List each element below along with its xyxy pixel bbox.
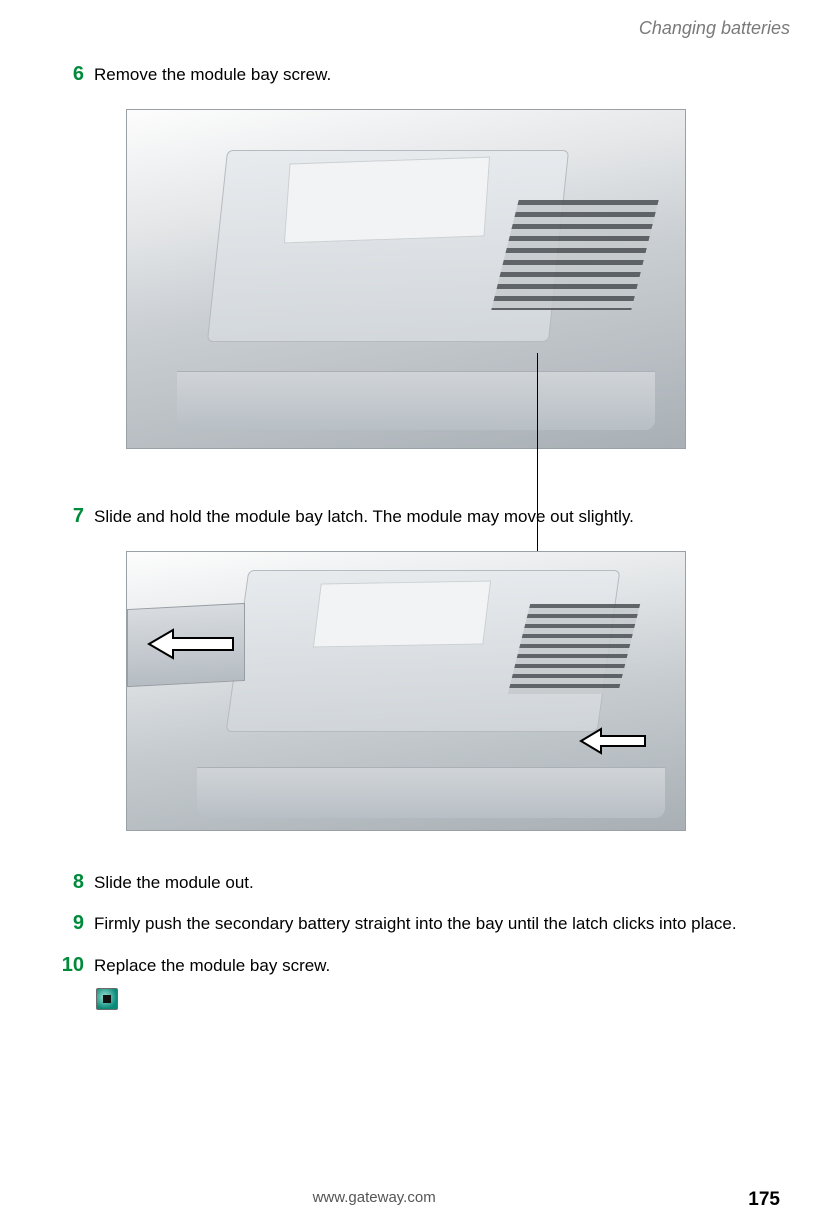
step-9-text: Firmly push the secondary battery straig…: [94, 912, 737, 936]
header-section-title: Changing batteries: [0, 0, 820, 39]
laptop-vent: [491, 200, 658, 310]
arrow-left-icon: [147, 626, 237, 662]
step-6-number: 6: [56, 63, 84, 86]
laptop-label-sticker: [284, 156, 490, 243]
footer-url: www.gateway.com: [0, 1189, 748, 1211]
step-8-number: 8: [56, 871, 84, 894]
arrow-right-icon: [579, 726, 649, 756]
step-7-text: Slide and hold the module bay latch. The…: [94, 505, 634, 529]
laptop-vent-2: [508, 604, 640, 694]
step-10: 10 Replace the module bay screw.: [56, 954, 780, 978]
footer-page-number: 175: [748, 1189, 780, 1211]
figure-1: Screw: [126, 109, 780, 449]
step-9-number: 9: [56, 912, 84, 935]
figure-2-image: [126, 551, 686, 831]
audio-port-green: [527, 408, 535, 416]
audio-port-orange-2: [557, 798, 565, 806]
figure-1-image: [126, 109, 686, 449]
step-6: 6 Remove the module bay screw.: [56, 63, 780, 87]
end-of-procedure-icon: [96, 988, 118, 1010]
step-8: 8 Slide the module out.: [56, 871, 780, 895]
step-7: 7 Slide and hold the module bay latch. T…: [56, 505, 780, 529]
step-8-text: Slide the module out.: [94, 871, 254, 895]
figure-2: [126, 551, 780, 831]
laptop-label-sticker-2: [313, 580, 491, 647]
page-footer: www.gateway.com 175: [0, 1189, 820, 1211]
audio-ports: [527, 408, 555, 416]
step-6-text: Remove the module bay screw.: [94, 63, 331, 87]
audio-port-orange: [547, 408, 555, 416]
step-7-number: 7: [56, 505, 84, 528]
audio-port-green-2: [537, 798, 545, 806]
step-10-text: Replace the module bay screw.: [94, 954, 330, 978]
step-9: 9 Firmly push the secondary battery stra…: [56, 912, 780, 936]
audio-ports-2: [537, 798, 565, 806]
step-10-number: 10: [56, 954, 84, 977]
page-content: 6 Remove the module bay screw. Screw 7 S…: [0, 39, 820, 1010]
